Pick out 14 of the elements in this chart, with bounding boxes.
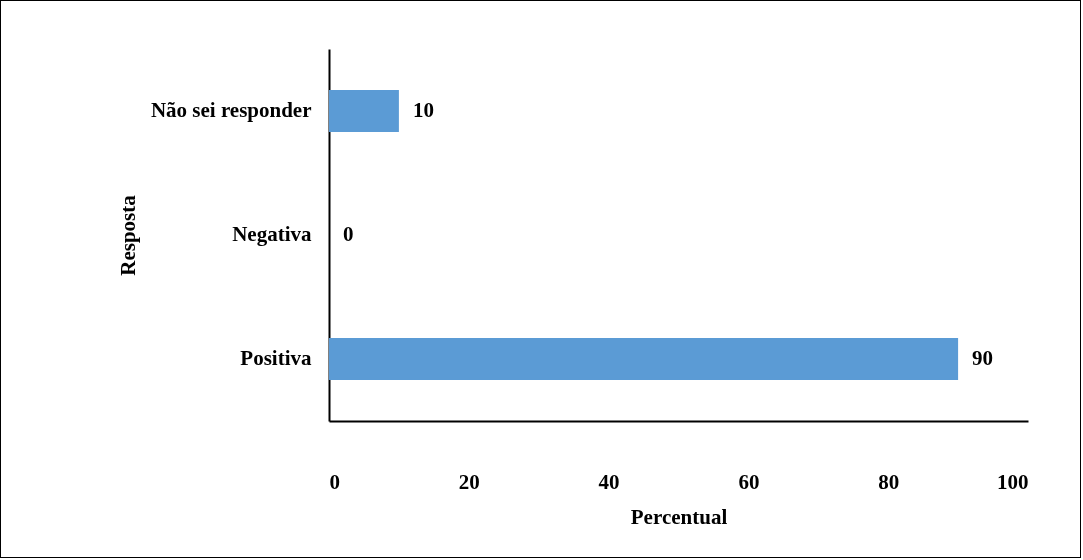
x-tick-label: 100 — [997, 469, 1029, 494]
x-axis-title: Percentual — [630, 504, 728, 529]
data-label: 90 — [972, 346, 994, 370]
y-axis-title: Resposta — [115, 194, 140, 276]
data-label: 10 — [412, 98, 434, 122]
data-label: 0 — [343, 222, 354, 246]
x-tick-label: 40 — [598, 469, 620, 494]
y-tick-label: Negativa — [232, 222, 312, 246]
y-tick-label: Não sei responder — [150, 98, 312, 122]
y-tick-label: Positiva — [240, 346, 312, 370]
x-tick-label: 60 — [738, 469, 760, 494]
x-tick-label: 80 — [878, 469, 900, 494]
x-tick-label: 0 — [329, 469, 340, 494]
x-tick-label: 20 — [458, 469, 480, 494]
